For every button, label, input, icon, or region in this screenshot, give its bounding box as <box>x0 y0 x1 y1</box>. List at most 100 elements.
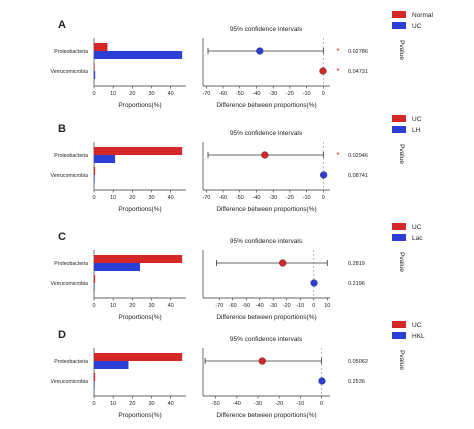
diff-tick-label: -70 <box>202 91 210 97</box>
diff-tick-label: 0 <box>322 195 325 201</box>
bar-tick-label: 20 <box>129 303 135 309</box>
bar <box>94 275 96 283</box>
ci-title: 95% confidence intervals <box>230 238 303 245</box>
bar <box>94 147 183 155</box>
bar <box>94 353 183 361</box>
diff-tick-label: -10 <box>303 195 311 201</box>
diff-tick-label: 0 <box>320 401 323 407</box>
significance-star: * <box>336 47 339 56</box>
legend-swatch <box>392 126 406 133</box>
bar-tick-label: 40 <box>168 195 174 201</box>
diff-tick-label: -30 <box>269 91 277 97</box>
bar <box>94 43 108 51</box>
legend-label: UC <box>412 23 422 30</box>
pvalue-title: Pvalue <box>398 350 405 370</box>
legend-label: UC <box>412 224 422 231</box>
category-label: Proteobacteria <box>54 49 88 55</box>
bar <box>94 51 183 59</box>
diff-tick-label: -50 <box>236 91 244 97</box>
bar-tick-label: 30 <box>148 401 154 407</box>
diff-tick-label: -60 <box>219 195 227 201</box>
legend-swatch <box>392 115 406 122</box>
diff-tick-label: 0 <box>322 91 325 97</box>
panel-label: A <box>58 19 66 31</box>
diff-tick-label: 10 <box>324 303 330 309</box>
significance-star: * <box>336 67 339 76</box>
diff-tick-label: -30 <box>254 401 262 407</box>
bar-tick-label: 20 <box>129 195 135 201</box>
bar <box>94 167 96 175</box>
legend-label: UC <box>412 116 422 123</box>
bar-tick-label: 0 <box>92 401 95 407</box>
significance-star: * <box>336 151 339 160</box>
diff-axis-label: Difference between proportions(%) <box>216 102 316 109</box>
category-label: Verrucomicrobia <box>51 281 89 287</box>
diff-tick-label: -40 <box>256 303 264 309</box>
bar-tick-label: 20 <box>129 401 135 407</box>
diff-tick-label: -20 <box>286 195 294 201</box>
diff-tick-label: -50 <box>242 303 250 309</box>
bar-tick-label: 30 <box>148 195 154 201</box>
bar-axis-label: Proportions(%) <box>118 206 161 213</box>
pvalue-title: Pvalue <box>398 252 405 272</box>
bar <box>94 175 95 183</box>
bar-tick-label: 40 <box>168 303 174 309</box>
legend-swatch <box>392 234 406 241</box>
panel-label: C <box>58 231 66 243</box>
panel-a: A 95% confidence intervals Normal UC Proteob… <box>51 11 434 109</box>
bar <box>94 63 95 71</box>
panel-d: D 95% confidence intervals UC HKL Proteobact… <box>51 321 425 419</box>
diff-tick-label: -20 <box>275 401 283 407</box>
bar-tick-label: 10 <box>110 401 116 407</box>
diff-tick-label: -70 <box>202 195 210 201</box>
category-label: Verrucomicrobia <box>51 69 89 75</box>
ci-point <box>258 357 266 365</box>
ci-point <box>256 47 264 55</box>
legend-label: LH <box>412 127 421 134</box>
p-value: 0.02786 <box>348 49 368 55</box>
panel-label: D <box>58 329 66 341</box>
diff-tick-label: -10 <box>296 303 304 309</box>
ci-point <box>261 151 269 159</box>
p-value: 0.08741 <box>348 173 368 179</box>
legend-swatch <box>392 321 406 328</box>
ci-point <box>319 67 327 75</box>
category-label: Proteobacteria <box>54 359 88 365</box>
diff-tick-label: -40 <box>233 401 241 407</box>
diff-tick-label: -20 <box>286 91 294 97</box>
bar <box>94 155 116 163</box>
bar <box>94 263 140 271</box>
bar <box>94 361 129 369</box>
category-label: Verrucomicrobia <box>51 173 89 179</box>
ci-point <box>318 377 326 385</box>
legend-label: UC <box>412 322 422 329</box>
legend-swatch <box>392 223 406 230</box>
bar-tick-label: 10 <box>110 303 116 309</box>
diff-tick-label: -40 <box>252 91 260 97</box>
panel-b: B 95% confidence intervals UC LH Proteobacte… <box>51 115 422 213</box>
category-label: Proteobacteria <box>54 153 88 159</box>
bar-axis-label: Proportions(%) <box>118 102 161 109</box>
bar-tick-label: 30 <box>148 303 154 309</box>
diff-tick-label: -10 <box>296 401 304 407</box>
ci-title: 95% confidence intervals <box>230 336 303 343</box>
bar-tick-label: 40 <box>168 401 174 407</box>
bar <box>94 381 95 389</box>
legend-label: HKL <box>412 333 425 340</box>
bar-tick-label: 40 <box>168 91 174 97</box>
bar <box>94 373 96 381</box>
p-value: 0.04731 <box>348 69 368 75</box>
diff-tick-label: -60 <box>219 91 227 97</box>
bar-tick-label: 20 <box>129 91 135 97</box>
diff-axis-label: Difference between proportions(%) <box>216 412 316 419</box>
legend-label: Normal <box>412 12 434 19</box>
p-value: 0.2196 <box>348 281 365 287</box>
legend-swatch <box>392 332 406 339</box>
diff-tick-label: -60 <box>229 303 237 309</box>
bar-axis-label: Proportions(%) <box>118 314 161 321</box>
panel-c: C 95% confidence intervals UC Lac Proteobact… <box>51 223 423 321</box>
bar <box>94 255 183 263</box>
bar-tick-label: 0 <box>92 303 95 309</box>
